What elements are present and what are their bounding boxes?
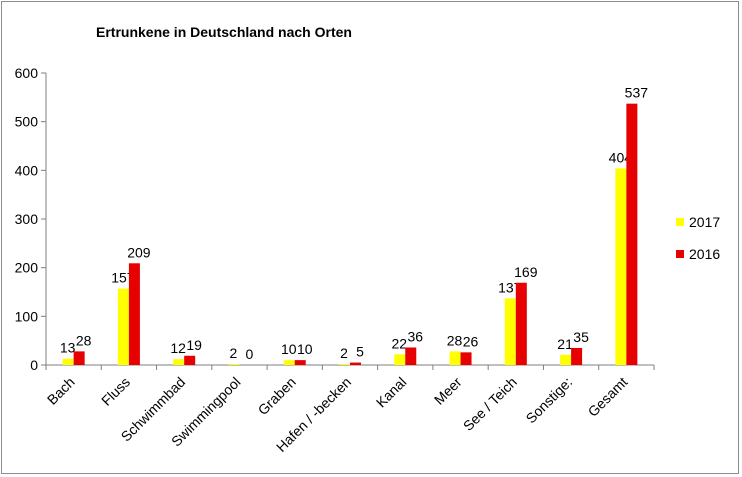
bar-2016-5 xyxy=(350,362,361,365)
data-label-2016-8: 169 xyxy=(514,264,538,280)
x-tick-label: Kanal xyxy=(373,374,410,411)
y-tick-label: 400 xyxy=(15,162,39,178)
bar-2017-7 xyxy=(449,351,461,365)
y-tick-label: 600 xyxy=(15,65,39,81)
bar-2016-9 xyxy=(571,347,583,365)
bar-2017-0 xyxy=(62,358,74,365)
y-tick-label: 200 xyxy=(15,260,39,276)
bar-2017-10 xyxy=(615,168,627,365)
x-tick-label: Fluss xyxy=(98,374,133,409)
y-tick-label: 100 xyxy=(15,308,39,324)
x-tick-label: See / Teich xyxy=(460,374,520,434)
x-tick-label: Meer xyxy=(431,374,465,408)
bar-2016-4 xyxy=(294,360,306,365)
data-label-2016-10: 537 xyxy=(625,85,649,101)
data-label-2017-10: 404 xyxy=(609,149,633,165)
x-tick-label: Sonstige: xyxy=(523,374,576,427)
legend: 2017 2016 xyxy=(676,212,720,276)
data-label-2016-7: 26 xyxy=(463,333,479,349)
data-label-2016-9: 35 xyxy=(573,329,589,345)
bar-2016-1 xyxy=(128,263,140,365)
legend-label-2016: 2016 xyxy=(689,246,721,262)
data-label-2017-2: 12 xyxy=(170,340,186,356)
x-tick-label: Graben xyxy=(255,374,299,418)
data-label-2017-0: 13 xyxy=(60,340,76,356)
y-tick-label: 0 xyxy=(30,357,38,373)
bar-2016-6 xyxy=(405,347,417,365)
bar-2017-5 xyxy=(339,364,350,365)
data-label-2017-8: 137 xyxy=(498,279,522,295)
x-tick-label: Gesamt xyxy=(585,374,631,420)
bar-2017-9 xyxy=(560,354,572,365)
data-label-2016-1: 209 xyxy=(127,244,151,260)
data-label-2017-1: 157 xyxy=(111,270,135,286)
data-label-2016-4: 10 xyxy=(297,341,313,357)
data-label-2016-0: 28 xyxy=(76,332,92,348)
data-label-2017-4: 10 xyxy=(281,341,297,357)
bar-2016-8 xyxy=(515,282,527,365)
bar-2016-7 xyxy=(460,352,472,365)
bar-2017-3 xyxy=(228,364,240,365)
legend-swatch-2017 xyxy=(676,218,684,226)
data-label-2017-5: 2 xyxy=(340,345,348,361)
data-label-2017-3: 2 xyxy=(230,345,238,361)
bar-2017-2 xyxy=(173,359,185,365)
x-tick-label: Bach xyxy=(44,374,78,408)
data-label-2017-9: 21 xyxy=(557,336,573,352)
data-label-2016-3: 0 xyxy=(246,346,254,362)
legend-item-2017: 2017 xyxy=(676,212,720,232)
bar-2017-1 xyxy=(117,288,129,365)
data-label-2017-7: 28 xyxy=(447,332,463,348)
bar-2016-2 xyxy=(184,355,196,365)
y-tick-label: 500 xyxy=(15,114,39,130)
legend-swatch-2016 xyxy=(676,250,684,258)
y-tick-label: 300 xyxy=(15,211,39,227)
bar-2017-4 xyxy=(283,360,295,365)
data-label-2016-5: 5 xyxy=(356,344,364,360)
legend-item-2016: 2016 xyxy=(676,244,720,264)
legend-label-2017: 2017 xyxy=(689,214,721,230)
bar-2017-6 xyxy=(394,354,406,365)
data-label-2016-6: 36 xyxy=(407,328,423,344)
data-label-2017-6: 22 xyxy=(391,335,407,351)
bar-2017-8 xyxy=(504,298,516,365)
bar-2016-0 xyxy=(73,351,85,365)
bar-2016-10 xyxy=(626,103,638,365)
data-label-2016-2: 19 xyxy=(186,337,202,353)
chart-title: Ertrunkene in Deutschland nach Orten xyxy=(96,24,352,40)
